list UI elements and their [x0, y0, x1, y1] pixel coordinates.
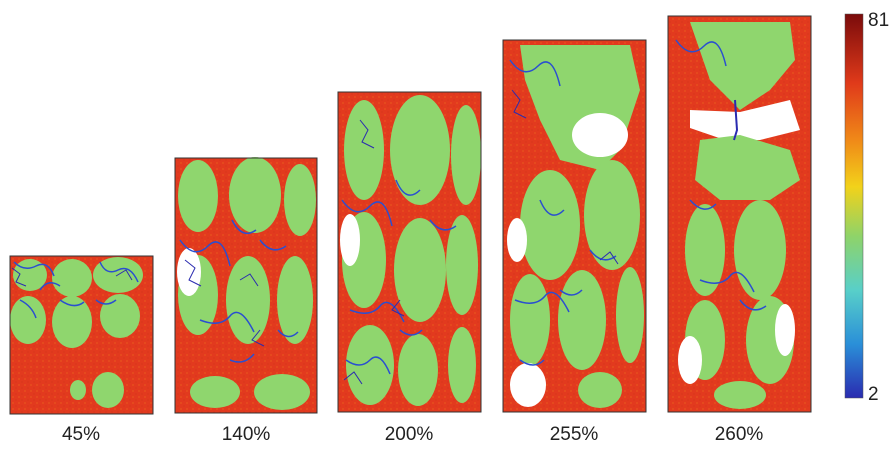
colorbar-min-label: 2 [868, 384, 879, 406]
panel-140 [175, 157, 317, 413]
panel-255 [503, 40, 646, 412]
panel-260 [668, 16, 811, 412]
panel-label-45: 45% [31, 424, 131, 446]
panel-label-200: 200% [359, 424, 459, 446]
panel-label-255: 255% [524, 424, 624, 446]
panel-label-140: 140% [196, 424, 296, 446]
colorbar-max-label: 81 [868, 10, 889, 32]
panel-45 [10, 256, 153, 414]
colorbar [845, 14, 863, 398]
panel-label-260: 260% [689, 424, 789, 446]
panel-200 [338, 92, 481, 412]
